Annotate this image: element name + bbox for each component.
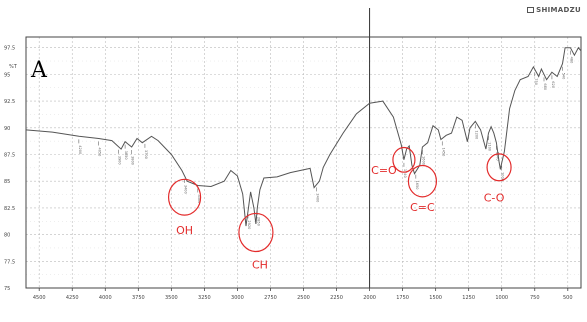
x-tick-label: 500: [563, 295, 573, 301]
x-tick-label: 3500: [165, 295, 178, 301]
plot-frame: [25, 36, 582, 289]
peak-marker-label: 3800: [131, 156, 135, 165]
x-tick-labels: 4500 4250 4000 3750 3500 3250 3000 2750 2500 2250…: [33, 295, 573, 301]
y-tick-label: 90: [4, 126, 10, 132]
y-tick-label: 95: [4, 72, 10, 78]
peak-marker-label: 2920: [247, 220, 251, 229]
peak-marker-label: 620: [551, 81, 555, 88]
peak-marker-label: 1650: [415, 181, 419, 190]
y-unit-label: %T: [9, 64, 18, 70]
peak-marker-label: 2850: [256, 217, 260, 226]
peak-marker-label: 480: [569, 57, 573, 64]
x-tick-label: 3750: [132, 295, 145, 301]
peak-marker-label: 3400: [184, 185, 188, 194]
y-tick-label: 77.5: [4, 259, 15, 265]
peak-marker-label: 3700: [144, 150, 148, 159]
annotation-label: CH: [252, 258, 268, 271]
x-tick-label: 1000: [495, 295, 508, 301]
annotation-circle: [486, 153, 512, 182]
peak-marker-label: 1740: [403, 169, 407, 178]
peak-marker-label: 1450: [441, 147, 445, 156]
y-tick-label: 75: [4, 286, 10, 292]
x-tick-label: 2750: [264, 295, 277, 301]
x-tick-label: 1750: [396, 295, 409, 301]
peak-marker-label: 1040: [495, 152, 499, 161]
peak-marker-label: 3300: [197, 194, 201, 203]
peak-marker-label: 1200: [474, 130, 478, 139]
peak-marker-label: 4050: [98, 147, 102, 156]
y-tick-label: 85: [4, 179, 10, 185]
annotation-label: C-O: [484, 191, 505, 204]
annotation-label: C=O: [371, 164, 397, 177]
x-tick-label: 1500: [429, 295, 442, 301]
peak-marker-label: 680: [543, 83, 547, 90]
y-tick-label: 87.5: [4, 152, 15, 158]
peak-marker-label: 3900: [118, 156, 122, 165]
peak-marker-label: 540: [562, 73, 566, 80]
panel-label: A: [30, 58, 48, 83]
x-tick-label: 1250: [462, 295, 475, 301]
peak-marker-label: 1600: [421, 156, 425, 165]
y-tick-labels: 97.5 95 92.5 90 87.5 85 82.5 80 77.5 75: [4, 46, 15, 292]
annotation-label: OH: [176, 224, 193, 237]
spectrum-line: [25, 46, 582, 227]
peak-marker-label: 750: [534, 78, 538, 85]
x-tick-label: 4500: [33, 295, 46, 301]
y-tick-label: 80: [4, 233, 10, 239]
brand-logo: SHIMADZU: [527, 6, 581, 14]
logo-icon: [527, 7, 535, 13]
grid: [26, 37, 581, 291]
peak-marker-label: 3850: [124, 151, 128, 160]
x-tick-label: 2500: [297, 295, 310, 301]
annotation-circle: [392, 146, 416, 173]
peak-marker-label: 4200: [78, 145, 82, 154]
peak-marker-label: 2400: [316, 193, 320, 202]
x-tick-label: 750: [530, 295, 540, 301]
peak-marker-label: 1100: [488, 142, 492, 151]
annotation-label: C=C: [410, 201, 435, 214]
annotations: OH CH C=O C=C C-O: [167, 146, 512, 271]
y-tick-label: 97.5: [4, 46, 15, 52]
annotation-circle: [407, 164, 438, 198]
x-tick-label: 3000: [231, 295, 244, 301]
x-tick-label: 2000: [363, 295, 376, 301]
x-tick-label: 2250: [330, 295, 343, 301]
annotation-circle: [167, 178, 202, 216]
annotation-circle: [238, 212, 274, 253]
y-tick-label: 92.5: [4, 99, 15, 105]
x-tick-label: 4250: [66, 295, 79, 301]
x-tick-label: 3250: [198, 295, 211, 301]
peak-marker-label: 1000: [501, 172, 505, 181]
y-tick-label: 82.5: [4, 206, 15, 212]
x-tick-label: 4000: [99, 295, 112, 301]
brand-name: SHIMADZU: [536, 6, 581, 14]
